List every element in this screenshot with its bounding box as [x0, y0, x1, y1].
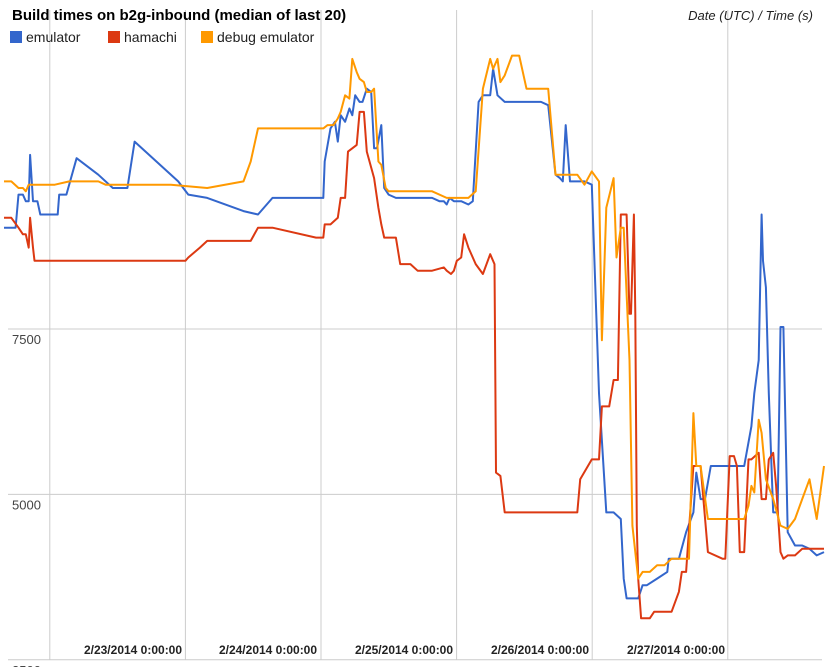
grid: [8, 10, 822, 661]
y-tick-label: 5000: [12, 497, 41, 512]
axis-note: Date (UTC) / Time (s): [688, 8, 813, 23]
y-tick-label: 2500: [12, 663, 41, 667]
chart-title: Build times on b2g-inbound (median of la…: [12, 7, 346, 24]
x-tick-label: 2/27/2014 0:00:00: [627, 643, 725, 657]
y-axis: 2500 5000 7500: [12, 332, 41, 667]
series-line-emulator: [4, 67, 825, 600]
legend-swatch: [10, 31, 22, 43]
plot-area: [4, 54, 825, 620]
legend-label: debug emulator: [217, 29, 315, 45]
legend-label: hamachi: [124, 29, 177, 45]
x-axis: 2/23/2014 0:00:00 2/24/2014 0:00:00 2/25/2…: [84, 643, 725, 657]
x-tick-label: 2/24/2014 0:00:00: [219, 643, 317, 657]
y-tick-label: 7500: [12, 332, 41, 347]
legend-swatch: [201, 31, 213, 43]
x-tick-label: 2/26/2014 0:00:00: [491, 643, 589, 657]
legend: emulator hamachi debug emulator: [10, 29, 315, 45]
x-tick-label: 2/23/2014 0:00:00: [84, 643, 182, 657]
series-line-debug-emulator: [4, 54, 825, 580]
legend-swatch: [108, 31, 120, 43]
x-tick-label: 2/25/2014 0:00:00: [355, 643, 453, 657]
series-line-hamachi: [4, 110, 824, 620]
legend-label: emulator: [26, 29, 81, 45]
